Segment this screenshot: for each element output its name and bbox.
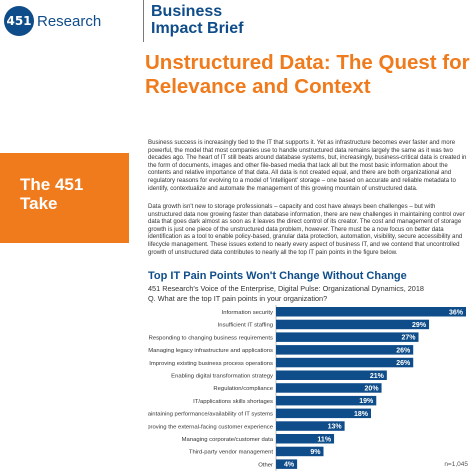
bar [276, 357, 414, 368]
bar [276, 332, 419, 342]
bar-value-label: 29% [412, 322, 427, 329]
title-line-2: Relevance and Context [145, 75, 371, 98]
bar [276, 345, 414, 355]
logo-text: Research [37, 12, 102, 30]
header-divider [143, 0, 144, 42]
bar-value-label: 11% [317, 436, 331, 443]
document-title: Unstructured Data: The Quest for Relevan… [145, 51, 471, 99]
bar [276, 446, 324, 457]
bar-value-label: 4% [284, 462, 295, 469]
category-label: Third-party vendor management [189, 450, 274, 456]
bar [276, 434, 335, 444]
bar-value-label: 36% [449, 309, 464, 316]
bar-value-label: 26% [396, 347, 411, 354]
bar-value-label: 20% [365, 385, 380, 392]
take-line-1: The 451 [20, 175, 84, 194]
bar-chart: Information security 36% Insufficient IT s… [148, 305, 466, 471]
bar [276, 395, 377, 406]
bar [276, 383, 382, 393]
bar-value-label: 26% [396, 360, 411, 367]
body-paragraph-2: Data growth isn't new to storage profess… [148, 203, 465, 256]
category-label: Regulation/compliance [213, 386, 273, 392]
bar-value-label: 9% [310, 449, 321, 456]
bar-value-label: 27% [401, 335, 416, 342]
category-label: Improving the external-facing customer e… [148, 424, 274, 430]
category-label: Managing corporate/customer data [182, 437, 274, 443]
logo-mark: 451 [4, 6, 34, 36]
bar [276, 370, 387, 380]
bar-value-label: 21% [370, 373, 385, 380]
brief-label: Business Impact Brief [151, 3, 243, 37]
chart-title: Top IT Pain Points Won't Change Without … [148, 270, 407, 282]
the-451-take-box: The 451 Take [0, 153, 129, 243]
category-label: Maintaining performance/availability of … [148, 412, 273, 418]
brief-line-1: Business [151, 3, 223, 20]
bar [276, 319, 430, 330]
chart-question: Q. What are the top IT pain points in yo… [148, 294, 328, 303]
category-label: IT/applications skills shortages [193, 399, 273, 405]
logo: 451 Research [4, 6, 101, 36]
category-label: Other [258, 462, 273, 468]
chart-subtitle: 451 Research's Voice of the Enterprise, … [148, 284, 424, 293]
brief-line-2: Impact Brief [151, 20, 244, 37]
category-label: Enabling digital transformation strategy [171, 373, 273, 379]
category-label: Improving existing business process oper… [149, 361, 273, 367]
bar [276, 421, 345, 431]
bar-value-label: 13% [328, 424, 343, 431]
bar [276, 459, 298, 469]
title-line-1: Unstructured Data: The Quest for [145, 51, 470, 74]
bar [276, 307, 466, 317]
bar-value-label: 19% [359, 398, 374, 405]
sample-size-note: n=1,045 [444, 461, 468, 468]
take-line-2: Take [20, 194, 58, 213]
bar [276, 408, 371, 419]
body-paragraph-1: Business success is increasingly tied to… [148, 139, 467, 192]
bar-value-label: 18% [354, 411, 369, 418]
category-label: Managing legacy infrastructure and appli… [148, 348, 273, 354]
category-label: Information security [222, 310, 273, 316]
category-label: Insufficient IT staffing [218, 323, 273, 329]
category-label: Responding to changing business requirem… [149, 335, 273, 341]
